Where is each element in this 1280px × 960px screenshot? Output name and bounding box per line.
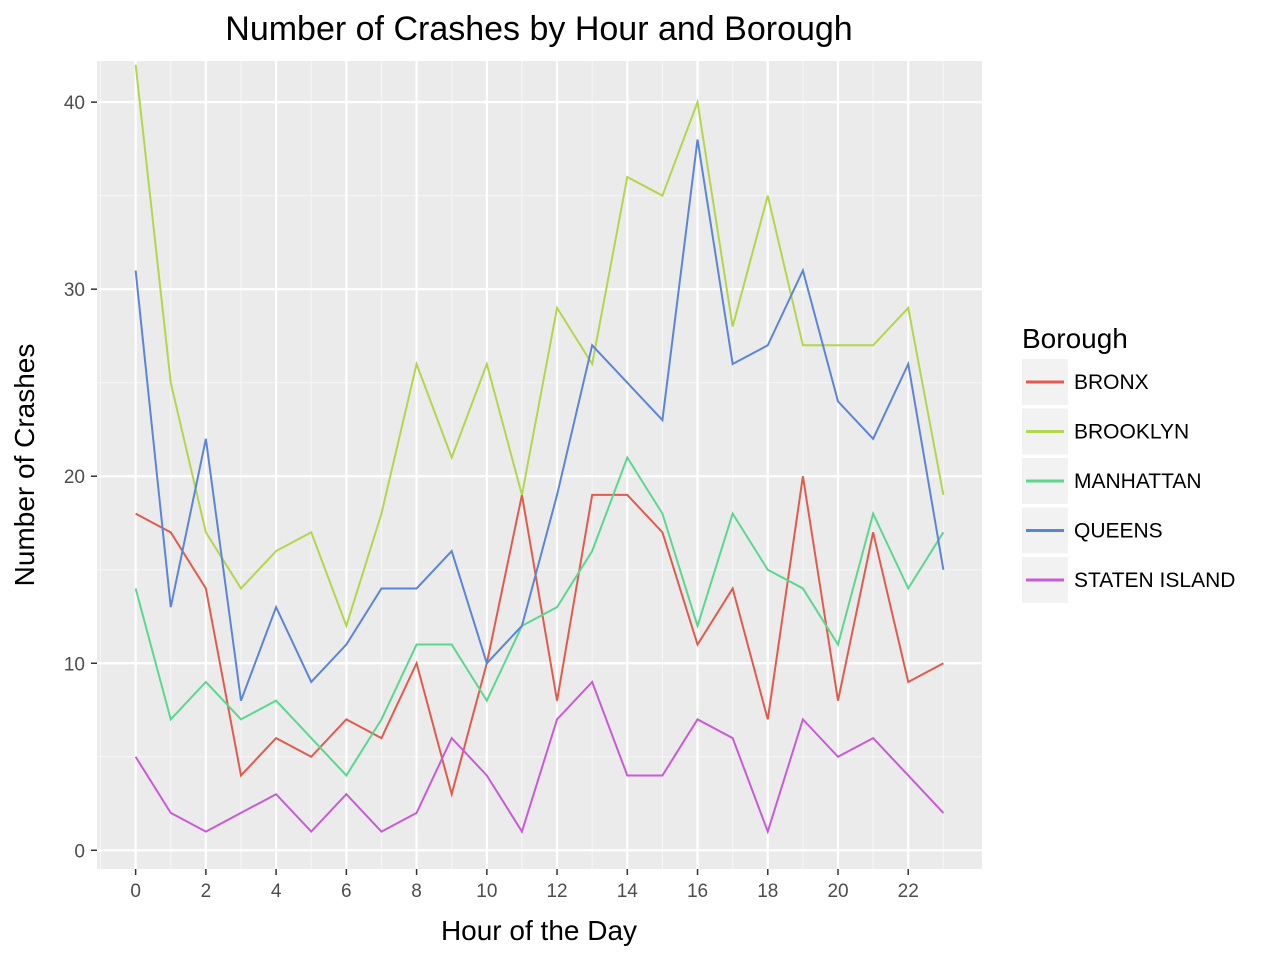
- x-tick-label: 10: [476, 881, 497, 902]
- x-tick-label: 4: [271, 881, 282, 902]
- legend-label: MANHATTAN: [1074, 470, 1202, 493]
- y-tick-label: 30: [64, 280, 85, 301]
- series-line-bronx: [135, 476, 944, 799]
- x-axis-ticks: 0 2 4 6 8 10 12 14 16 18 20 22: [130, 869, 919, 902]
- y-tick-label: 20: [64, 467, 85, 488]
- legend-label: BRONX: [1074, 371, 1149, 394]
- legend: Borough BRONX BROOKLYN MANHATTAN QUEENS STAT…: [1022, 323, 1235, 603]
- x-tick-label: 8: [411, 881, 422, 902]
- legend-item-manhattan: MANHATTAN: [1022, 458, 1202, 504]
- x-tick-label: 14: [617, 881, 639, 902]
- x-tick-label: 2: [201, 881, 212, 902]
- x-tick-label: 6: [341, 881, 352, 902]
- y-axis-ticks: 0 10 20 30 40: [64, 93, 97, 862]
- legend-items: BRONX BROOKLYN MANHATTAN QUEENS STATEN ISLAN…: [1022, 359, 1235, 603]
- y-tick-label: 10: [64, 654, 85, 675]
- x-tick-label: 16: [687, 881, 708, 902]
- minor-gridlines: [97, 61, 982, 869]
- x-tick-label: 22: [898, 881, 919, 902]
- legend-title: Borough: [1022, 323, 1128, 354]
- legend-label: STATEN ISLAND: [1074, 569, 1235, 592]
- x-tick-label: 12: [546, 881, 567, 902]
- series-line-brooklyn: [134, 64, 945, 629]
- y-tick-label: 0: [74, 841, 85, 862]
- legend-item-bronx: BRONX: [1022, 359, 1149, 405]
- series-lines: [134, 64, 945, 835]
- legend-item-staten-island: STATEN ISLAND: [1022, 557, 1235, 603]
- x-tick-label: 20: [827, 881, 848, 902]
- legend-item-brooklyn: BROOKLYN: [1022, 408, 1189, 455]
- legend-item-queens: QUEENS: [1022, 507, 1163, 554]
- series-line-manhattan: [134, 455, 945, 778]
- legend-label: QUEENS: [1074, 520, 1163, 543]
- y-axis-title: Number of Crashes: [9, 344, 40, 587]
- series-line-queens: [134, 139, 945, 702]
- y-tick-label: 40: [64, 93, 85, 114]
- x-tick-label: 18: [757, 881, 778, 902]
- legend-label: BROOKLYN: [1074, 421, 1189, 444]
- series-line-staten-island: [134, 680, 945, 835]
- x-axis-title: Hour of the Day: [441, 915, 637, 946]
- x-tick-label: 0: [130, 881, 141, 902]
- plot-panel: [97, 61, 982, 869]
- chart-title: Number of Crashes by Hour and Borough: [225, 10, 852, 48]
